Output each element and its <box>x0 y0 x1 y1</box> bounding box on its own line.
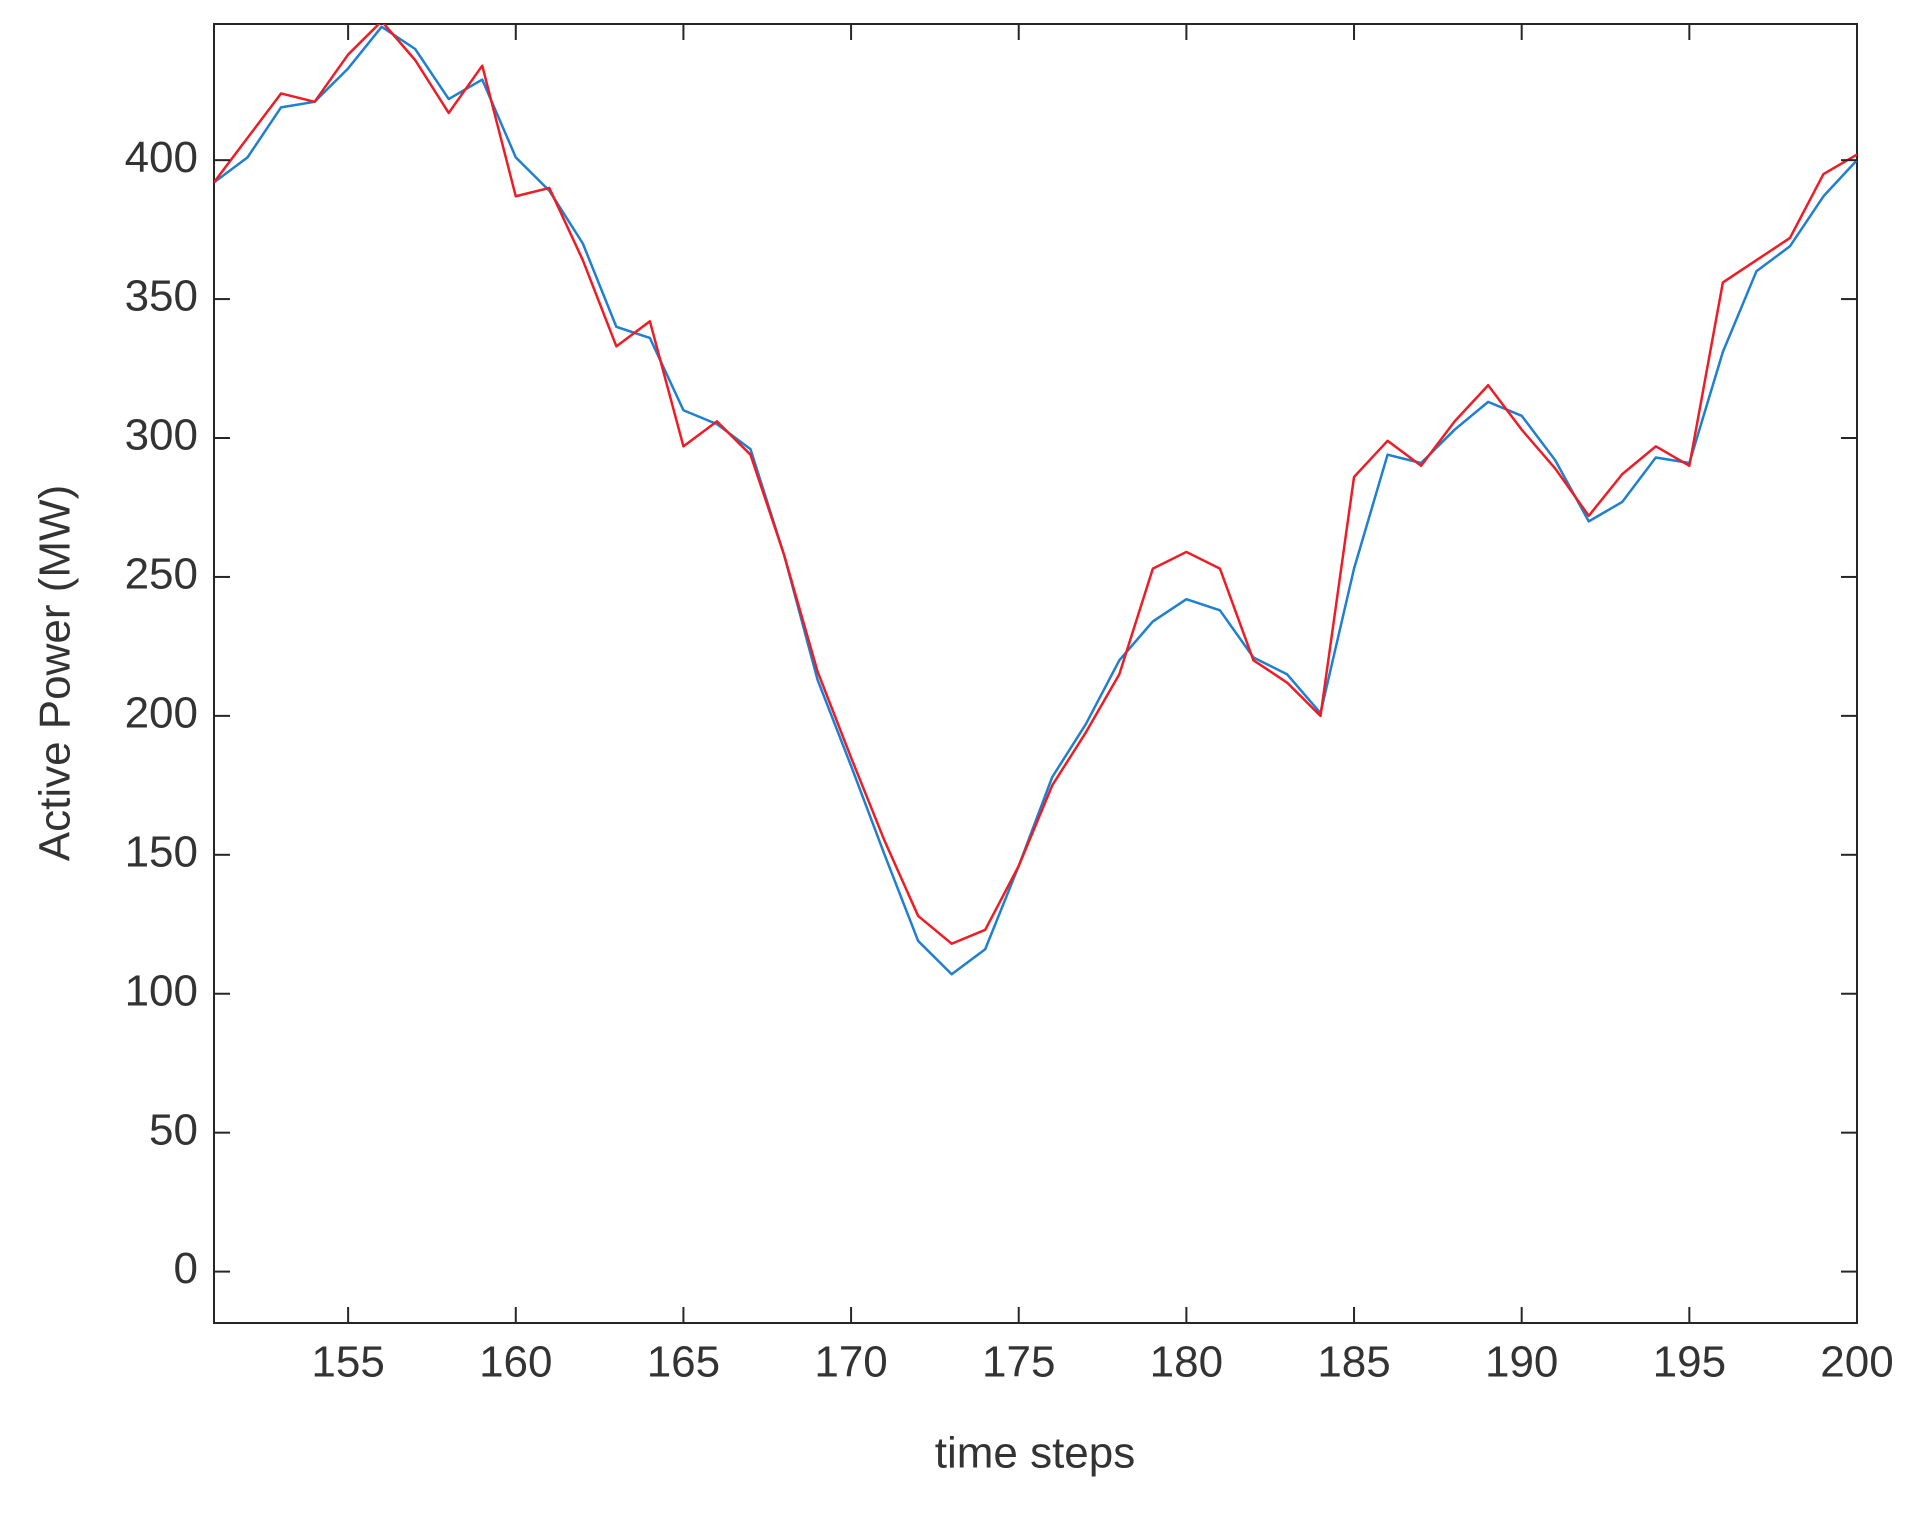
y-tick-label: 400 <box>125 133 198 182</box>
x-tick-label: 155 <box>311 1338 384 1387</box>
x-tick-label: 195 <box>1653 1338 1726 1387</box>
y-tick-label: 100 <box>125 966 198 1015</box>
y-tick-label: 50 <box>149 1105 198 1154</box>
x-tick-label: 200 <box>1820 1338 1893 1387</box>
y-tick-label: 200 <box>125 688 198 737</box>
series-line <box>214 25 1857 976</box>
plot-area <box>214 24 1857 976</box>
x-tick-label: 185 <box>1317 1338 1390 1387</box>
series-line <box>214 24 1857 945</box>
x-tick-label: 180 <box>1150 1338 1223 1387</box>
x-tick-label: 160 <box>479 1338 552 1387</box>
y-tick-label: 0 <box>174 1244 198 1293</box>
y-tick-label: 250 <box>125 550 198 599</box>
y-tick-label: 150 <box>125 827 198 876</box>
y-tick-label: 350 <box>125 272 198 321</box>
y-axis-label: Active Power (MW) <box>31 485 80 861</box>
x-axis-label: time steps <box>935 1429 1136 1478</box>
plot-frame <box>213 23 1858 1324</box>
x-tick-label: 170 <box>814 1338 887 1387</box>
x-tick-label: 190 <box>1485 1338 1558 1387</box>
x-tick-label: 175 <box>982 1338 1055 1387</box>
x-tick-label: 165 <box>647 1338 720 1387</box>
y-tick-label: 300 <box>125 411 198 460</box>
